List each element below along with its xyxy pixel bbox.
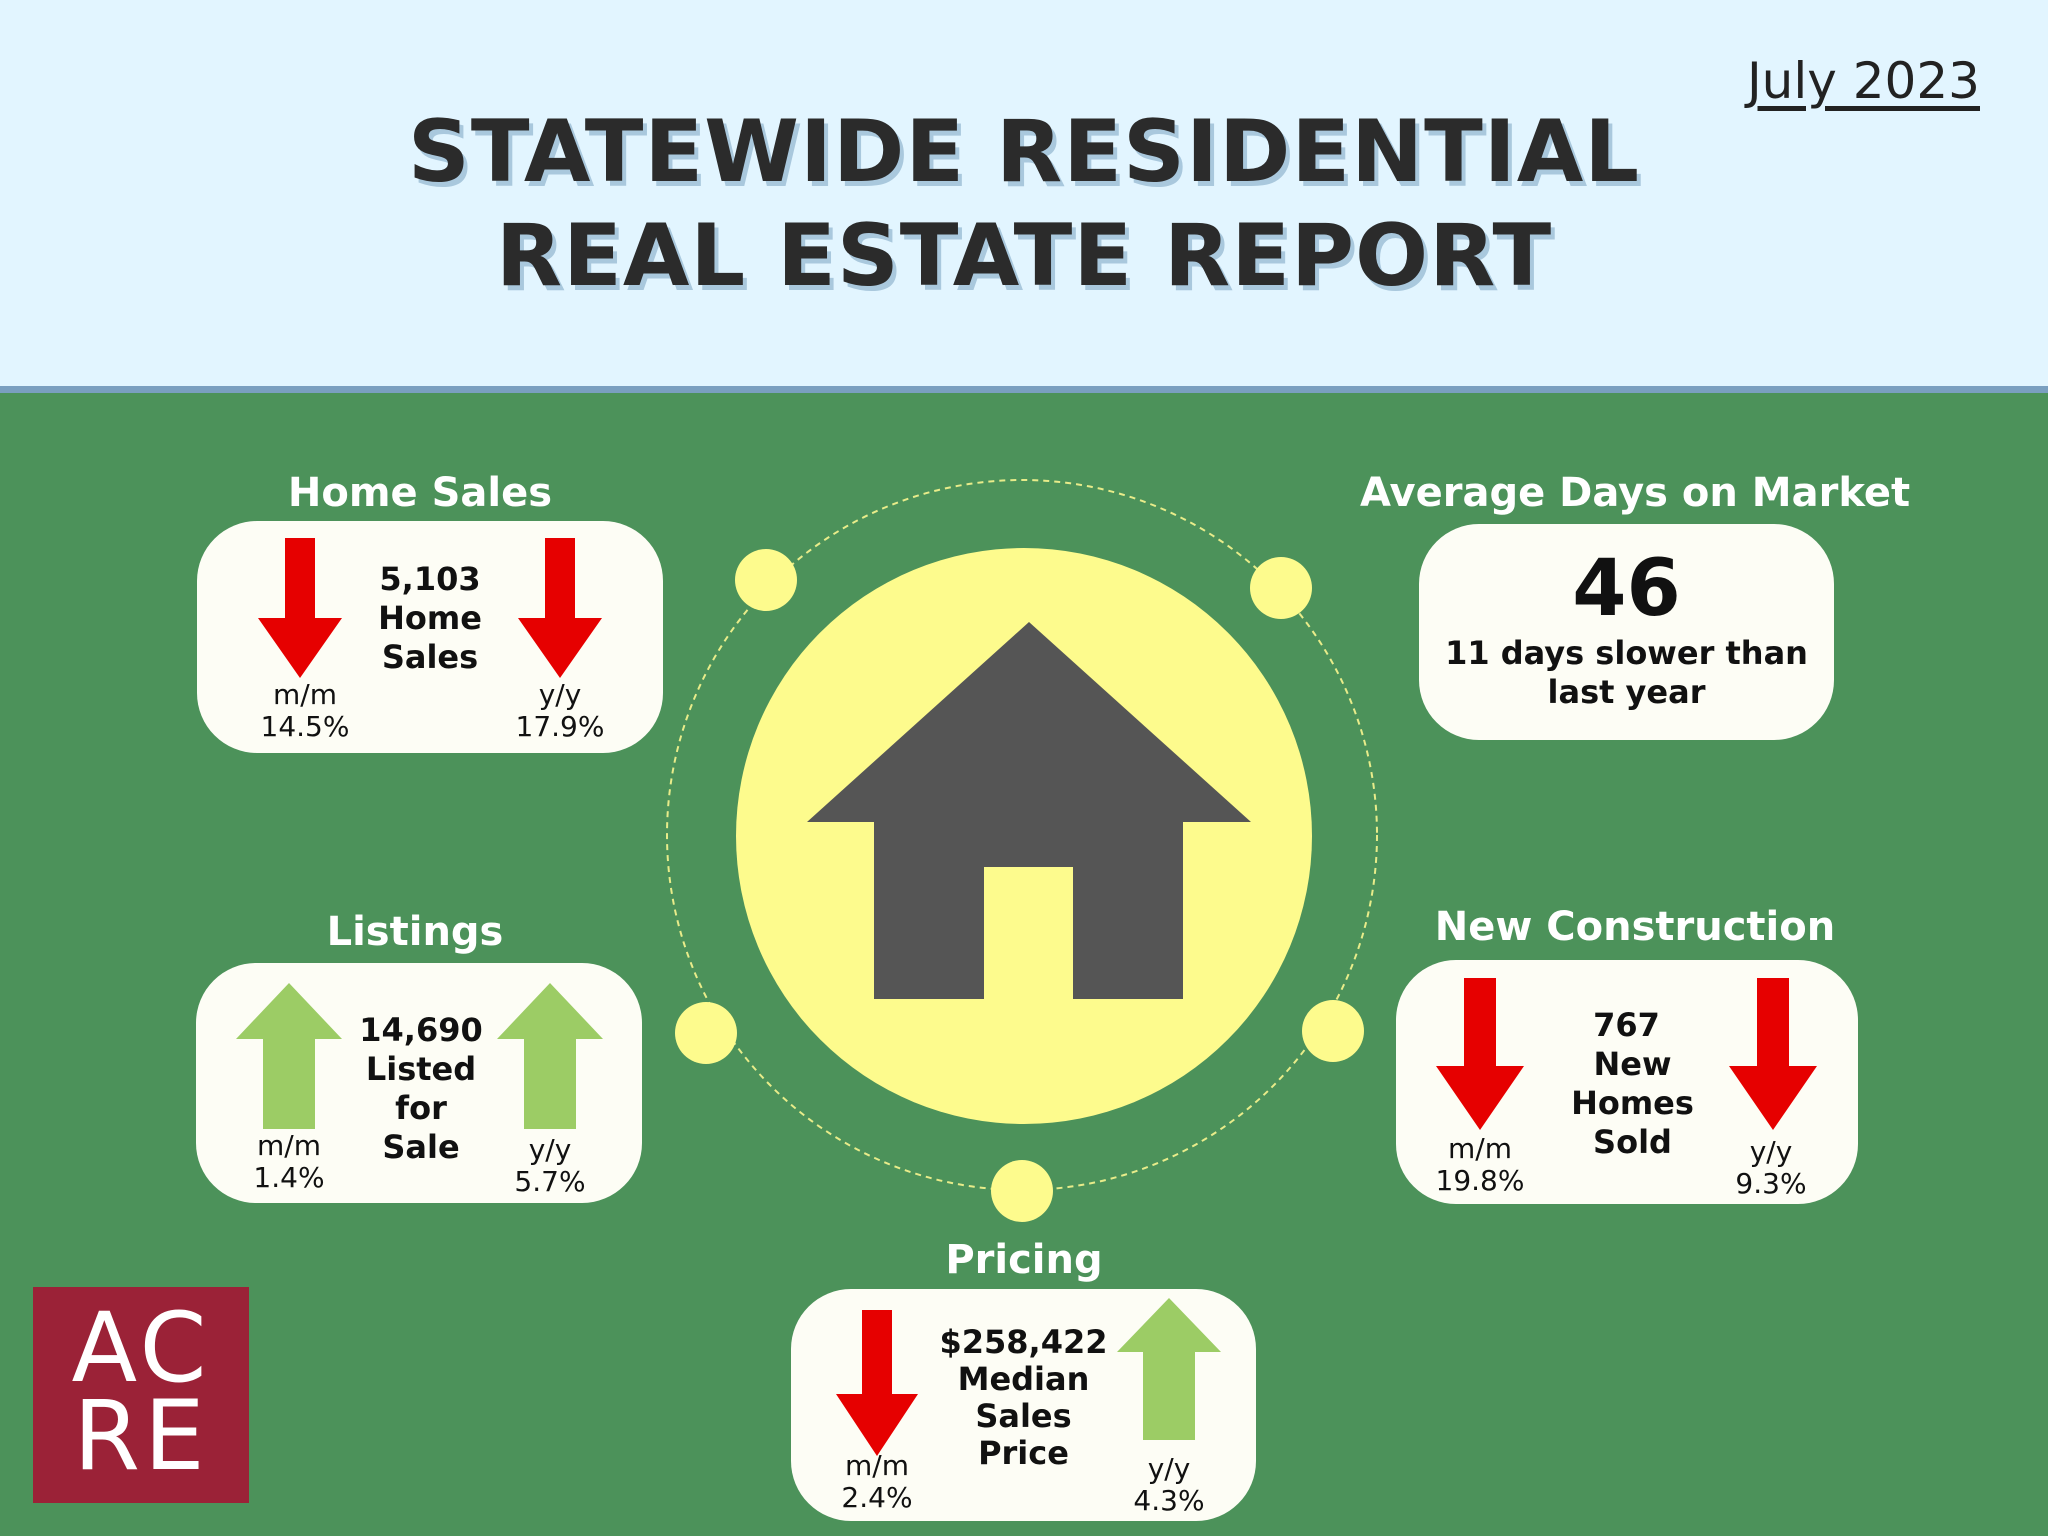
home-sales-center: 5,103 Home Sales	[330, 560, 530, 677]
pricing-label: Pricing	[945, 1237, 1103, 1283]
header-divider	[0, 386, 2048, 393]
pricing-mm: m/m 2.4%	[812, 1450, 942, 1514]
listings-line4: Sale	[382, 1128, 460, 1166]
home-sales-mm-label: m/m	[273, 678, 337, 711]
home-sales-mm-arrow-down-icon	[258, 538, 342, 678]
listings-mm-arrow-up-icon	[236, 983, 342, 1129]
new-construction-yy-arrow-down-icon	[1729, 978, 1817, 1130]
home-sales-yy-arrow-down-icon	[518, 538, 602, 678]
home-sales-mm: m/m 14.5%	[240, 679, 370, 743]
listings-center: 14,690 Listed for Sale	[341, 1011, 501, 1167]
new-construction-mm-arrow-down-icon	[1436, 978, 1524, 1130]
days-on-market-label: Average Days on Market	[1360, 470, 1911, 516]
logo-line1: AC	[71, 1292, 211, 1404]
title-line-2: REAL ESTATE REPORT	[495, 206, 1553, 306]
pricing-yy-label: y/y	[1147, 1452, 1191, 1485]
listings-value: 14,690	[359, 1011, 483, 1049]
logo-line2: RE	[73, 1380, 209, 1492]
new-construction-line2: New	[1593, 1045, 1672, 1083]
home-sales-yy-value: 17.9%	[515, 710, 605, 743]
acre-logo: AC RE	[33, 1287, 249, 1503]
orbit-dot	[735, 549, 797, 611]
listings-mm-value: 1.4%	[253, 1161, 325, 1194]
new-construction-mm-value: 19.8%	[1435, 1164, 1525, 1197]
home-sales-yy-label: y/y	[538, 678, 582, 711]
new-construction-mm-label: m/m	[1448, 1132, 1512, 1165]
new-construction-line4: Sold	[1593, 1123, 1672, 1161]
pricing-line4: Price	[978, 1434, 1069, 1472]
header: July 2023 STATEWIDE RESIDENTIAL REAL EST…	[0, 0, 2048, 386]
home-sales-line2: Home	[378, 599, 482, 637]
orbit-dot	[675, 1002, 737, 1064]
pricing-mm-value: 2.4%	[841, 1481, 913, 1514]
orbit-dot	[991, 1160, 1053, 1222]
pricing-line3: Sales	[975, 1397, 1072, 1435]
new-construction-yy-value: 9.3%	[1735, 1167, 1807, 1200]
days-on-market-card	[1419, 524, 1834, 740]
home-sales-value: 5,103	[379, 560, 481, 598]
report-date: July 2023	[1746, 52, 1980, 110]
listings-yy: y/y 5.7%	[485, 1134, 615, 1198]
listings-label: Listings	[326, 909, 504, 955]
home-sales-yy: y/y 17.9%	[495, 679, 625, 743]
pricing-mm-arrow-down-icon	[836, 1310, 918, 1456]
title-line-1: STATEWIDE RESIDENTIAL	[407, 102, 1641, 202]
pricing-yy-arrow-up-icon	[1117, 1298, 1221, 1440]
days-on-market-value: 46	[1572, 544, 1681, 634]
orbit-dot	[1250, 557, 1312, 619]
new-construction-label: New Construction	[1434, 904, 1836, 950]
orbit-dot	[1302, 1000, 1364, 1062]
orbit-ring	[666, 479, 1378, 1191]
home-sales-mm-value: 14.5%	[260, 710, 350, 743]
days-on-market-line2: last year	[1547, 673, 1706, 711]
pricing-value: $258,422	[939, 1323, 1108, 1361]
pricing-line2: Median	[957, 1360, 1090, 1398]
pricing-center: $258,422 Median Sales Price	[926, 1324, 1121, 1472]
home-sales-label: Home Sales	[287, 470, 553, 516]
listings-line3: for	[395, 1089, 447, 1127]
pricing-yy: y/y 4.3%	[1104, 1453, 1234, 1517]
pricing-yy-value: 4.3%	[1133, 1484, 1205, 1517]
new-construction-yy: y/y 9.3%	[1706, 1136, 1836, 1200]
days-on-market-text: 11 days slower than last year	[1419, 634, 1834, 712]
home-sales-line3: Sales	[381, 638, 479, 676]
new-construction-mm: m/m 19.8%	[1415, 1133, 1545, 1197]
listings-yy-label: y/y	[528, 1133, 572, 1166]
new-construction-center: 767 New Homes Sold	[1540, 1006, 1725, 1162]
listings-yy-value: 5.7%	[514, 1165, 586, 1198]
pricing-mm-label: m/m	[845, 1449, 909, 1482]
house-icon	[807, 622, 1251, 999]
listings-mm: m/m 1.4%	[224, 1130, 354, 1194]
page-title: STATEWIDE RESIDENTIAL REAL ESTATE REPORT	[0, 100, 2048, 308]
new-construction-line3: Homes	[1571, 1084, 1694, 1122]
new-construction-yy-label: y/y	[1749, 1135, 1793, 1168]
listings-line2: Listed	[365, 1050, 477, 1088]
listings-mm-label: m/m	[257, 1129, 321, 1162]
new-construction-value: 767	[1593, 1006, 1660, 1044]
listings-yy-arrow-up-icon	[497, 983, 603, 1129]
days-on-market-line1: 11 days slower than	[1445, 634, 1808, 672]
